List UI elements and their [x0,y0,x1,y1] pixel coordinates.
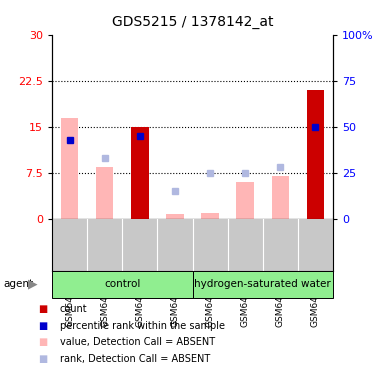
Text: agent: agent [4,279,34,289]
Text: ■: ■ [38,354,48,364]
Text: GDS5215 / 1378142_at: GDS5215 / 1378142_at [112,15,273,29]
Text: ▶: ▶ [28,278,38,291]
Bar [236,182,254,219]
Bar [201,213,219,219]
Bar [192,271,333,298]
Bar [61,118,78,219]
Bar [96,167,114,219]
Text: hydrogen-saturated water: hydrogen-saturated water [194,279,331,289]
Text: ■: ■ [38,304,48,314]
Text: value, Detection Call = ABSENT: value, Detection Call = ABSENT [60,337,215,347]
Text: percentile rank within the sample: percentile rank within the sample [60,321,225,331]
Text: count: count [60,304,87,314]
Bar [131,127,149,219]
Bar [166,214,184,219]
Text: ■: ■ [38,321,48,331]
Text: ■: ■ [38,337,48,347]
Bar [271,176,289,219]
Bar [52,271,192,298]
Text: rank, Detection Call = ABSENT: rank, Detection Call = ABSENT [60,354,210,364]
Bar [307,90,324,219]
Text: control: control [104,279,141,289]
